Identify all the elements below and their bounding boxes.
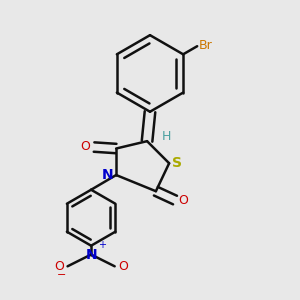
Text: H: H [162, 130, 171, 143]
Text: N: N [85, 248, 97, 262]
Text: Br: Br [199, 39, 212, 52]
Text: N: N [102, 168, 114, 182]
Text: O: O [178, 194, 188, 207]
Text: O: O [54, 260, 64, 273]
Text: O: O [81, 140, 91, 153]
Text: +: + [98, 240, 106, 250]
Text: O: O [118, 260, 128, 273]
Text: S: S [172, 156, 182, 170]
Text: −: − [56, 270, 66, 280]
